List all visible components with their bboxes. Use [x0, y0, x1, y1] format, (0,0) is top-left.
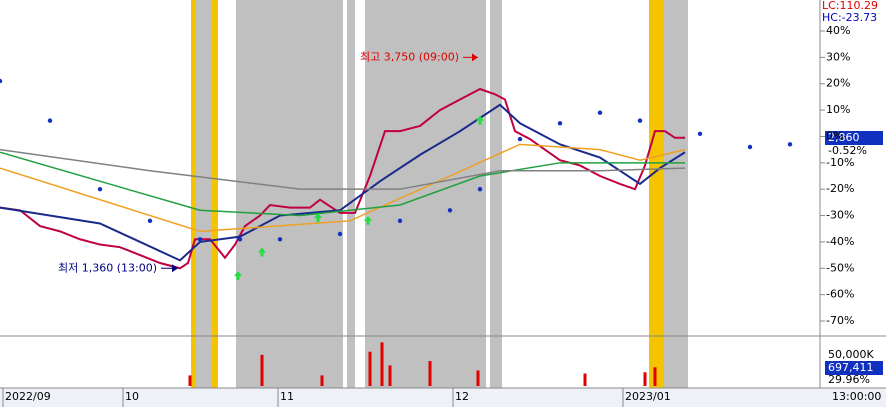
price-label: 2,860 [828, 131, 860, 144]
change-label: -0.52% [828, 144, 867, 157]
band [347, 0, 355, 388]
indicator-dot [517, 136, 523, 142]
indicator-dot [147, 218, 153, 224]
y-tick-label: -60% [826, 288, 854, 301]
y-tick-label: -40% [826, 235, 854, 248]
y-tick-label: -50% [826, 261, 854, 274]
annotation: 최저 1,360 (13:00) [58, 261, 157, 274]
indicator-dot [47, 118, 53, 123]
annotation: 최고 3,750 (09:00) [360, 50, 459, 63]
band [196, 0, 212, 388]
y-tick-label: 20% [826, 77, 850, 90]
x-tick-label: 10 [125, 390, 139, 403]
volume-bar [388, 365, 392, 386]
indicator-dot [97, 186, 103, 192]
y-tick-label: -10% [826, 156, 854, 169]
time-label: 13:00:00 [832, 390, 881, 403]
x-axis-bar [0, 388, 886, 407]
arrow-head [172, 264, 178, 273]
x-tick-label: 11 [280, 390, 294, 403]
series-line [0, 103, 686, 262]
volume-bar [643, 372, 647, 386]
hc-label: HC:-23.73 [822, 11, 877, 24]
lc-label: LC:110.29 [822, 0, 878, 12]
band [236, 0, 343, 388]
band [490, 0, 502, 388]
indicator-dot [637, 118, 643, 123]
indicator-dot [397, 218, 403, 224]
arrow-head [472, 53, 478, 62]
series-line [0, 143, 686, 233]
y-tick-label: 10% [826, 103, 850, 116]
indicator-dot [237, 237, 243, 242]
volume-scale-label: 50,000K [828, 348, 874, 361]
indicator-dot [197, 237, 203, 242]
indicator-dot [597, 110, 603, 115]
y-tick-label: -70% [826, 314, 854, 327]
volume-bar [368, 351, 372, 386]
signal-arrow [364, 215, 372, 225]
series-line [0, 151, 685, 217]
series-line [0, 87, 685, 270]
band [365, 0, 486, 388]
y-tick-label: -20% [826, 182, 854, 195]
volume-pct-label: 29.96% [828, 373, 870, 386]
signal-arrow [314, 213, 322, 223]
indicator-dot [697, 131, 703, 137]
indicator-dot [447, 208, 453, 213]
volume-bar [188, 375, 192, 386]
indicator-dot [337, 231, 343, 237]
volume-box [825, 361, 883, 375]
price-box [825, 131, 883, 145]
x-tick-label: 12 [455, 390, 469, 403]
signal-arrow [234, 271, 242, 281]
volume-bar [320, 375, 324, 386]
band [664, 0, 688, 388]
indicator-dot [787, 142, 793, 147]
indicator-dot [747, 144, 753, 150]
volume-bar [476, 370, 480, 386]
band [191, 0, 196, 388]
signal-arrow [258, 247, 266, 257]
band [212, 0, 218, 388]
volume-bar [260, 354, 264, 386]
signal-arrow [476, 115, 484, 125]
volume-bar [653, 367, 657, 386]
indicator-dot [277, 237, 283, 242]
y-tick-label: 0% [826, 129, 843, 142]
y-tick-label: -30% [826, 209, 854, 222]
volume-bar [380, 342, 384, 386]
x-tick-label: 2022/09 [5, 390, 51, 403]
indicator-dot [477, 186, 483, 192]
band [649, 0, 664, 388]
y-tick-label: 40% [826, 24, 850, 37]
indicator-dot [557, 121, 563, 126]
indicator-dot [0, 78, 3, 84]
volume-label: 697,411 [828, 361, 874, 374]
x-tick-label: 2023/01 [625, 390, 671, 403]
series-line [0, 148, 686, 190]
volume-bar [428, 361, 432, 386]
y-tick-label: 30% [826, 50, 850, 63]
volume-bar [583, 373, 587, 386]
